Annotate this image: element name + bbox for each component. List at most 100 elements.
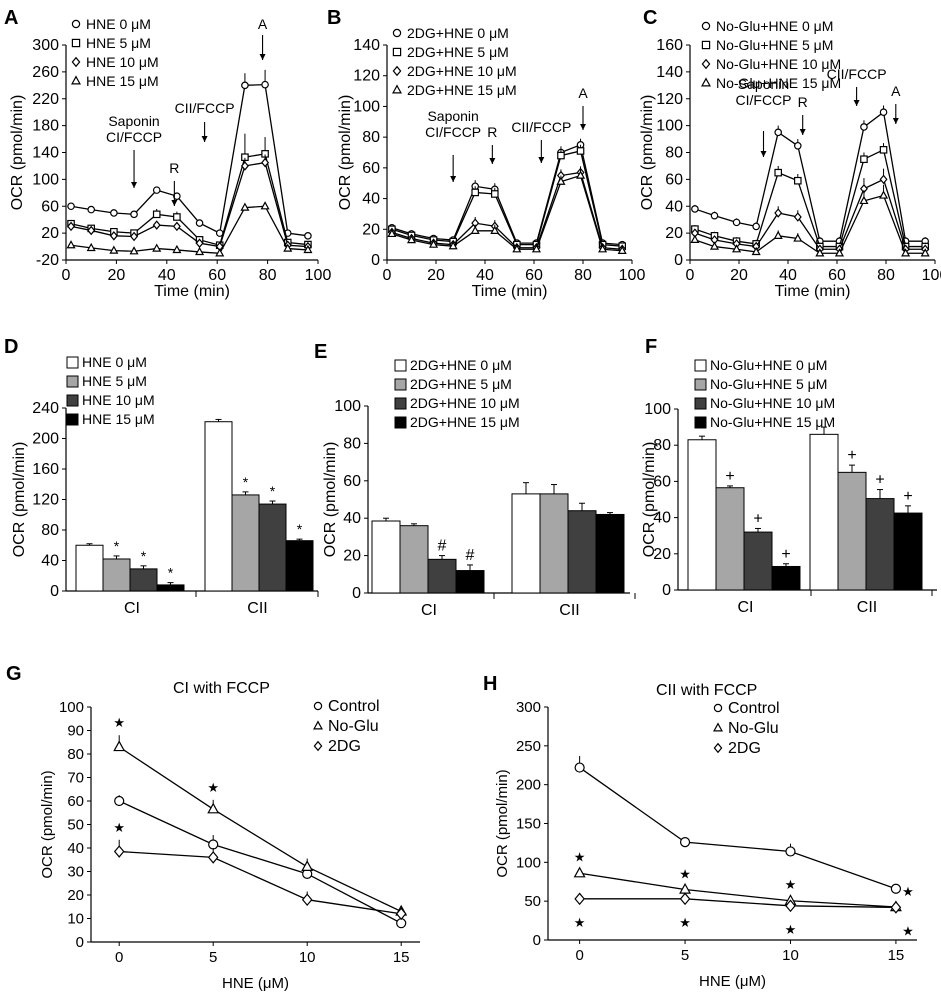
panel-F-group-1: + + + CII (809, 426, 933, 616)
panel-A-annotation-label-0: Saponin (108, 113, 159, 129)
panel-B-series-3-point-9 (576, 170, 586, 179)
panel-G-ytick-label-8: 80 (67, 746, 84, 763)
panel-D-ytick-label-0: 0 (50, 583, 59, 600)
panel-B-annotation-2: CII/FCCP (511, 119, 571, 163)
panel-H-series-2-line (579, 898, 896, 909)
panel-B-ytick-label-2: 40 (362, 191, 380, 208)
panel-A-series-0-point-0 (67, 202, 75, 211)
panel-B-series-3-point-4 (470, 225, 480, 234)
panel-F-ytick-label-4: 80 (653, 437, 671, 454)
panel-F-legend-label-2: No-Glu+HNE 10 μM (710, 395, 835, 411)
panel-B-annotation-label-0: Saponin (427, 108, 478, 124)
panel-A-annotation-arrowhead-2 (201, 136, 208, 142)
panel-D-sig-1-3: * (297, 521, 303, 537)
panel-E-legend-label-0: 2DG+HNE 0 μM (410, 357, 512, 373)
panel-G-series-2-line (119, 850, 402, 915)
panel-A-series-0-point-2 (110, 209, 118, 217)
panel-H-xtick-label-1: 5 (681, 947, 689, 964)
panel-B-series-3-point-8 (556, 176, 566, 185)
panel-C-legend-label-1: No-Glu+HNE 5 μM (716, 37, 833, 53)
panel-H-ytick-label-6: 300 (516, 699, 541, 716)
panel-E-bar-1-2 (567, 510, 597, 594)
panel-G-series-0-point-0 (114, 795, 125, 807)
panel-A-legend-label-3: HNE 15 μM (86, 73, 159, 89)
panel-B-series-3 (387, 169, 627, 254)
panel-A-ytick-label-7: 260 (32, 64, 59, 81)
panel-B-legend-label-1: 2DG+HNE 5 μM (407, 44, 509, 60)
panel-G-ytick-label-2: 20 (67, 887, 84, 904)
panel-H-legend-marker-1 (713, 722, 723, 732)
panel-A-legend-marker-0 (71, 19, 81, 29)
panel-B-series-3-point-0 (387, 228, 397, 238)
panel-C-ytick-label-6: 120 (656, 91, 683, 108)
panel-A-ytick-label-2: 60 (41, 198, 59, 215)
panel-D-bar-1-2 (258, 503, 287, 592)
panel-F-category-label-0: CI (738, 599, 754, 616)
panel-B: B 0 20 40 60 80 100 120 140 OCR (pmol/min) 0 20 40 60… (327, 7, 645, 300)
panel-A-legend-marker-2 (71, 56, 81, 68)
panel-D-bar-1-3 (285, 540, 314, 592)
panel-H-series-1-sig-2: ★ (785, 877, 797, 892)
panel-H-xlabel: HNE (μM) (699, 973, 766, 990)
panel-F-sig-1-2: + (875, 472, 884, 489)
panel-A-annotation-label-1: R (169, 160, 179, 176)
panel-E-letter: E (314, 341, 327, 363)
panel-D-letter: D (4, 336, 18, 358)
panel-A-series-1-line (70, 153, 308, 247)
panel-F-legend-swatch-3 (694, 416, 707, 429)
panel-B-ytick-label-3: 60 (362, 160, 380, 177)
panel-F-ytick-label-0: 0 (662, 582, 671, 599)
panel-E-legend-swatch-0 (394, 359, 407, 372)
panel-A-annotation-arrowhead-1 (171, 200, 178, 206)
panel-A-series-2-point-5 (172, 221, 181, 232)
panel-A-annotation-label2-0: CI/FCCP (106, 129, 162, 145)
panel-A-series-2-point-1 (87, 225, 96, 236)
panel-B-xtick-label-3: 60 (525, 267, 543, 284)
panel-D-sig-1-2: * (270, 483, 276, 499)
panel-F-legend-label-0: No-Glu+HNE 0 μM (710, 357, 827, 373)
panel-G-legend-marker-1 (313, 720, 323, 730)
panel-C-series-0-point-1 (710, 211, 719, 220)
panel-C-series-3-point-8 (859, 195, 869, 205)
panel-C-legend-label-3: No-Glu+HNE 15 μM (716, 75, 841, 91)
panel-H-legend-marker-0 (713, 703, 723, 713)
panel-G-series-1-point-1 (207, 802, 220, 814)
panel-B-ytick-label-1: 20 (362, 221, 380, 238)
panel-A-series-3-line (70, 205, 308, 254)
panel-C-series-1-point-4 (774, 168, 783, 177)
panel-D-ytick-label-1: 40 (41, 553, 59, 570)
panel-D-ytick-label-4: 160 (32, 461, 59, 478)
panel-C-legend-marker-1 (701, 40, 711, 50)
panel-H-xtick-label-0: 0 (575, 947, 583, 964)
panel-B-series-1-point-5 (491, 190, 499, 198)
panel-B-series-1-point-4 (471, 188, 480, 197)
panel-B-annotation-arrowhead-1 (489, 158, 496, 164)
panel-D-group-1: * * * CII (204, 418, 319, 617)
panel-B-ytick-label-5: 100 (353, 98, 380, 115)
panel-C-annotation-label-2: CII/FCCP (827, 66, 887, 82)
panel-G-series-1-line (118, 746, 402, 913)
panel-E-ytick-label-0: 0 (352, 585, 361, 602)
panel-B-annotation-3: A (578, 85, 588, 130)
panel-H-series-2-sig-2: ★ (785, 922, 797, 937)
panel-H-series-2: ★ ★ ★ ★ (574, 892, 914, 938)
panel-A-xtick-label-1: 20 (108, 267, 126, 284)
panel-A-series-2-point-8 (240, 161, 249, 171)
panel-D-legend-label-0: HNE 0 μM (82, 354, 147, 370)
panel-B-series-3-point-11 (617, 245, 627, 254)
panel-B-xlabel: Time (min) (472, 283, 548, 300)
panel-E-legend-label-2: 2DG+HNE 10 μM (410, 395, 520, 411)
panel-F-ytick-label-5: 100 (644, 401, 671, 418)
panel-A-annotation-2: CII/FCCP (175, 100, 235, 142)
panel-C-series-0-line (694, 111, 926, 242)
panel-C-series-3-point-4 (773, 230, 783, 239)
panel-G-series-1-point-2 (301, 860, 314, 872)
panel-E-ylabel: OCR (pmol/min) (322, 442, 339, 558)
panel-E-ytick-label-1: 20 (343, 548, 361, 565)
panel-G-series-1-sig-0: ★ (113, 715, 125, 730)
panel-F: F 0 20 40 60 80 100 OCR (pmol/min) + + + CI + + + CII No… (641, 336, 937, 616)
panel-B-xtick-label-5: 100 (619, 267, 646, 284)
panel-G-ylabel: OCR (pmol/min) (39, 770, 56, 878)
panel-A-series-0-line (70, 83, 309, 237)
